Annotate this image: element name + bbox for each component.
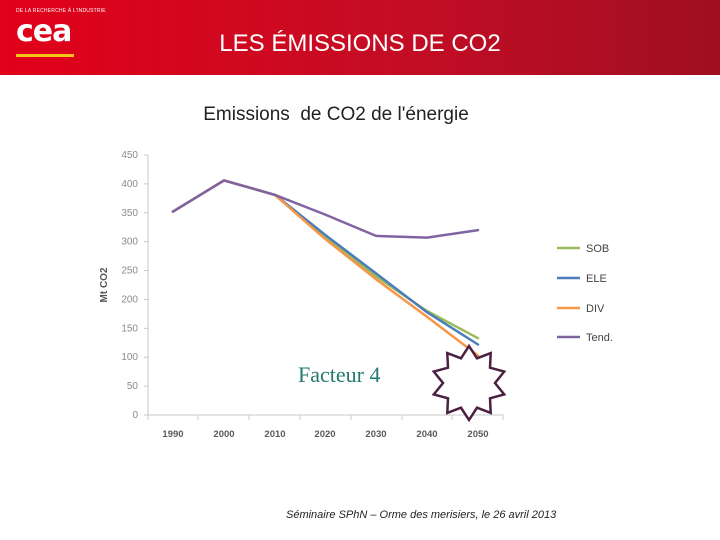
logo-underline — [16, 54, 74, 57]
slide-title: LES ÉMISSIONS DE CO2 — [219, 30, 501, 57]
x-tick-label: 2010 — [264, 429, 285, 440]
y-tick-label: 50 — [127, 381, 139, 392]
legend-label: DIV — [586, 303, 605, 315]
x-tick-label: 2050 — [467, 429, 488, 440]
x-tick-label: 1990 — [162, 429, 183, 440]
y-tick-label: 150 — [121, 323, 138, 334]
logo-tagline: DE LA RECHERCHE À L'INDUSTRIE — [16, 8, 106, 14]
y-tick-label: 0 — [132, 410, 138, 421]
legend-label: ELE — [586, 273, 607, 285]
star-badge-icon — [431, 343, 507, 423]
y-tick-label: 200 — [121, 294, 138, 305]
series-line-tend — [171, 179, 480, 239]
y-tick-label: 250 — [121, 266, 138, 277]
header-bar: DE LA RECHERCHE À L'INDUSTRIE cea LES ÉM… — [0, 0, 720, 75]
x-tick-label: 2040 — [416, 429, 437, 440]
facteur-4-annotation: Facteur 4 — [298, 362, 381, 387]
legend-label: Tend. — [586, 332, 613, 344]
footer-caption: Séminaire SPhN – Orme des merisiers, le … — [286, 509, 557, 521]
y-tick-label: 300 — [121, 237, 138, 248]
y-tick-label: 400 — [121, 179, 138, 190]
y-axis-label: Mt CO2 — [99, 267, 110, 302]
y-tick-label: 100 — [121, 352, 138, 363]
chart-title: Emissions de CO2 de l'énergie — [203, 104, 469, 125]
y-tick-label: 450 — [121, 150, 138, 161]
y-tick-label: 350 — [121, 208, 138, 219]
x-tick-label: 2020 — [314, 429, 335, 440]
cea-logo: DE LA RECHERCHE À L'INDUSTRIE cea — [14, 8, 106, 66]
x-tick-label: 2000 — [213, 429, 234, 440]
logo-wordmark: cea — [16, 14, 72, 49]
series-line-div — [171, 179, 480, 357]
x-tick-label: 2030 — [365, 429, 386, 440]
legend-label: SOB — [586, 243, 609, 255]
